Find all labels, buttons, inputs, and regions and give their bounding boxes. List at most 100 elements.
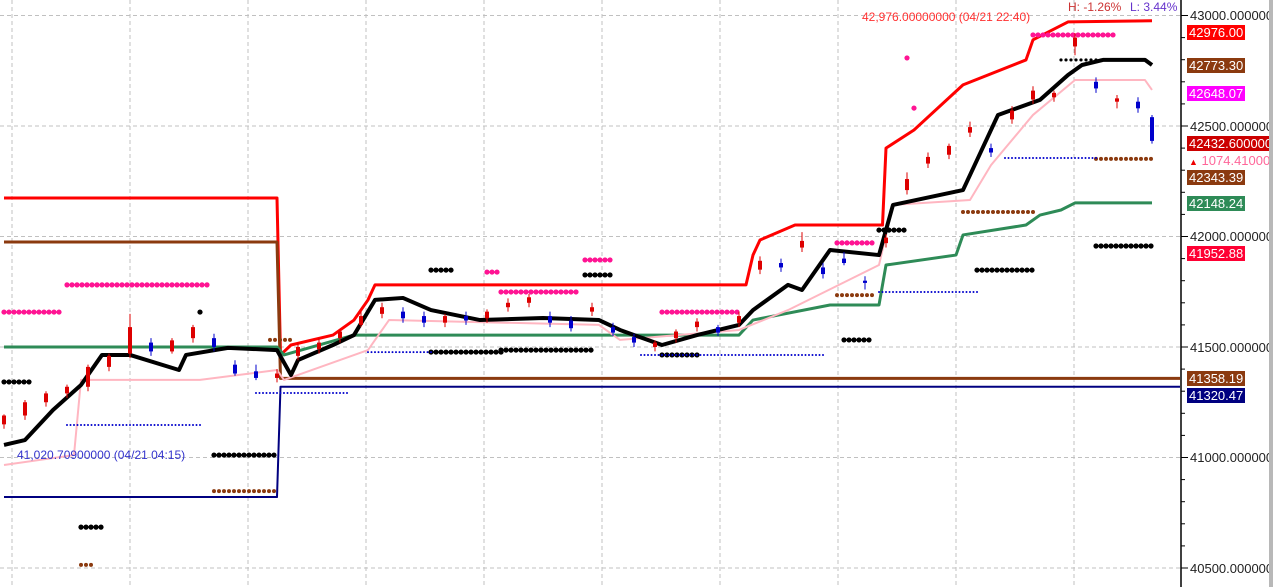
indicator-dot [493, 349, 499, 355]
indicator-dot [342, 391, 345, 394]
high-annotation: 42,976.00000000 (04/21 22:40) [862, 10, 1031, 24]
indicator-dot [523, 347, 529, 353]
indicator-dot [212, 489, 216, 494]
indicator-line [4, 240, 1180, 380]
indicator-dot [483, 349, 489, 355]
scrollbar[interactable] [1269, 0, 1273, 587]
indicator-dot [1104, 156, 1108, 161]
indicator-dot [150, 424, 152, 427]
indicator-dot [607, 272, 613, 278]
indicator-dot [1021, 209, 1025, 214]
indicator-dot [265, 391, 268, 394]
indicator-dot [1090, 32, 1096, 38]
indicator-dot [1053, 157, 1055, 160]
indicator-dot [720, 353, 723, 356]
indicator-dot [1029, 267, 1035, 273]
candle-body [947, 145, 951, 155]
indicator-dot [1119, 156, 1123, 161]
indicator-dot [568, 347, 574, 353]
price-axis [1180, 0, 1188, 587]
indicator-dot [428, 267, 434, 273]
indicator-dot [558, 347, 564, 353]
indicator-dot [88, 524, 94, 530]
candle-body [212, 338, 216, 347]
indicator-dot [26, 379, 32, 385]
candle-body [86, 366, 90, 387]
indicator-dot [251, 452, 257, 458]
indicator-dot [974, 267, 980, 273]
indicator-dot [841, 337, 847, 343]
indicator-dot [568, 289, 574, 295]
indicator-dot [1129, 156, 1133, 161]
up-arrow-icon: ▲ [1189, 156, 1198, 167]
indicator-dot [528, 347, 534, 353]
change-tag: ▲ 1074.410000 [1189, 153, 1273, 168]
indicator-dot [1067, 157, 1069, 160]
indicator-dot [276, 391, 278, 394]
candle-body [191, 327, 195, 339]
indicator-dot [84, 562, 88, 567]
indicator-dot [818, 353, 821, 356]
indicator-dot [278, 337, 282, 342]
indicator-dot [664, 353, 667, 356]
indicator-dot [1065, 32, 1071, 38]
indicator-dot [906, 290, 908, 293]
indicator-dot [11, 379, 17, 385]
indicator-dot [1108, 243, 1114, 249]
indicator-dot [696, 353, 698, 356]
indicator-dot [1042, 157, 1045, 160]
indicator-dot [548, 347, 554, 353]
indicator-dot [227, 489, 231, 494]
price-tag: 42773.30 [1187, 58, 1246, 74]
indicator-dot [46, 309, 52, 315]
low-annotation: 41,020.70900000 (04/21 04:15) [17, 448, 186, 462]
indicator-dot [989, 267, 995, 273]
indicator-dot [769, 353, 772, 356]
indicator-dot [74, 282, 80, 288]
y-tick-label: 43000.000000 [1190, 8, 1273, 23]
indicator-dot [381, 351, 383, 354]
indicator-dot [192, 424, 194, 427]
indicator-dot [854, 240, 860, 246]
indicator-dot [257, 489, 261, 494]
indicator-dot [114, 282, 120, 288]
indicator-dot [1103, 243, 1109, 249]
indicator-dot [438, 349, 444, 355]
indicator-dot [448, 267, 454, 273]
indicator-dot [1143, 243, 1149, 249]
candle-body [653, 342, 657, 347]
indicator-dot [1011, 209, 1015, 214]
indicator-dot [184, 282, 190, 288]
indicator-dot [675, 353, 677, 356]
indicator-dot [1084, 58, 1088, 62]
candle-body [863, 280, 867, 283]
indicator-dot [508, 289, 514, 295]
indicator-dot [398, 351, 401, 354]
indicator-dot [56, 309, 62, 315]
indicator-dot [1074, 58, 1078, 62]
indicator-dot [31, 309, 37, 315]
indicator-dot [759, 353, 761, 356]
indicator-dot [724, 353, 726, 356]
indicator-dot [741, 353, 744, 356]
indicator-dot [262, 489, 266, 494]
indicator-dot [553, 347, 559, 353]
indicator-dot [934, 290, 936, 293]
indicator-line [4, 385, 1180, 499]
indicator-dot [1063, 157, 1066, 160]
indicator-dot [835, 293, 839, 298]
indicator-dot [242, 489, 246, 494]
price-tag: 42976.00 [1187, 25, 1246, 40]
candle-body [1094, 81, 1098, 89]
indicator-dot [944, 290, 947, 293]
indicator-dot [1016, 209, 1020, 214]
indicator-dot [965, 290, 968, 293]
indicator-dot [153, 424, 156, 427]
indicator-dot [423, 351, 425, 354]
indicator-dot [1007, 157, 1010, 160]
indicator-dot [283, 391, 285, 394]
indicator-dot [16, 309, 22, 315]
indicator-dot [592, 272, 598, 278]
indicator-dot [706, 353, 709, 356]
